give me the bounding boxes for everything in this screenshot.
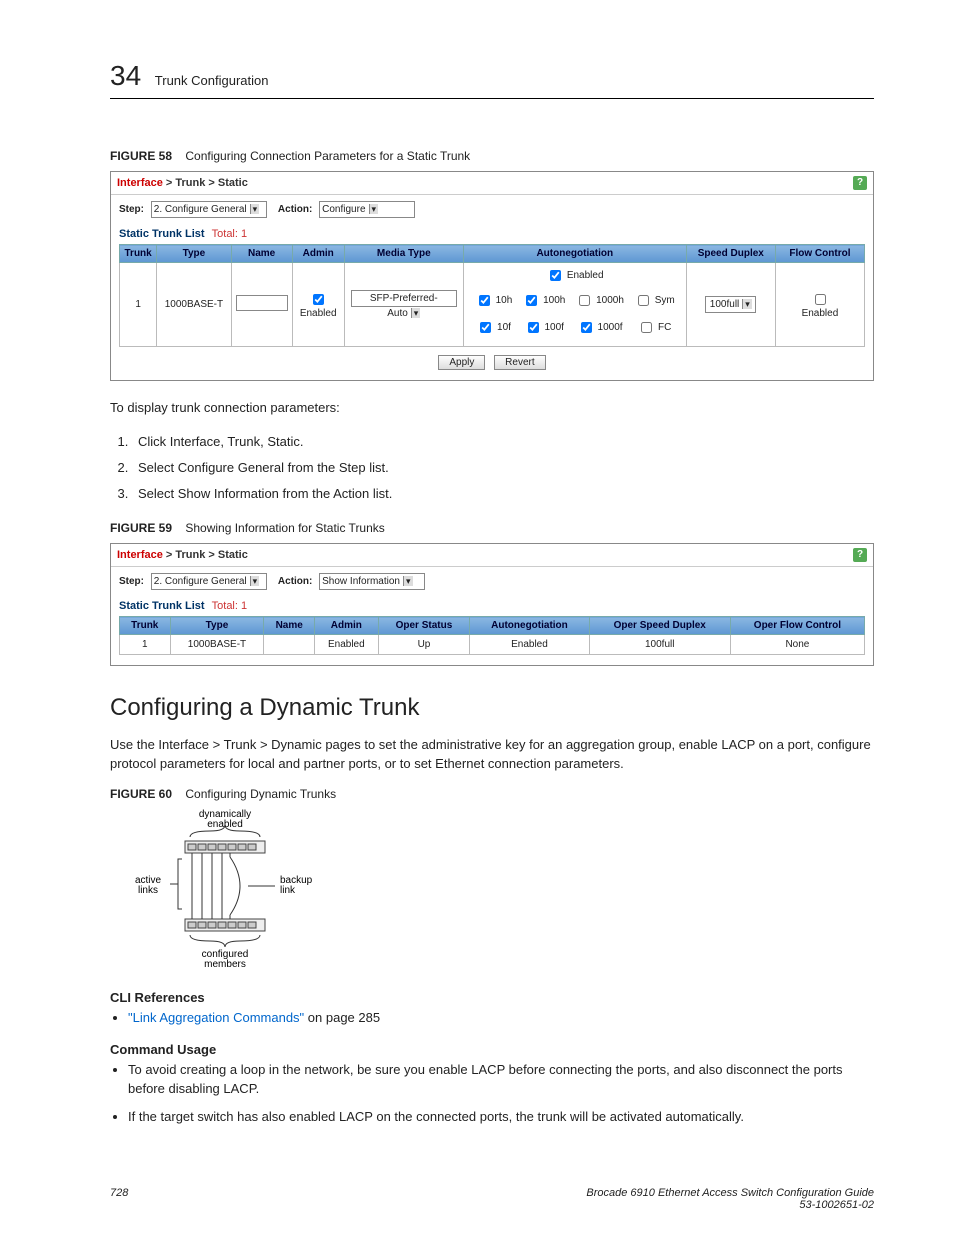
cell-trunk: 1 — [120, 263, 157, 347]
figure60-diagram: dynamically enabled active links backup … — [130, 809, 874, 972]
section-heading: Configuring a Dynamic Trunk — [110, 694, 874, 722]
cell-flow: Enabled — [775, 263, 864, 347]
panel-header: Interface > Trunk > Static ? — [111, 172, 873, 195]
step-select[interactable]: 2. Configure General — [151, 573, 267, 590]
flow-control-checkbox[interactable] — [815, 294, 826, 305]
figure59-title: Showing Information for Static Trunks — [185, 521, 384, 535]
breadcrumb: Interface > Trunk > Static — [117, 549, 248, 561]
cap-10f-checkbox[interactable] — [480, 322, 491, 333]
col-speed: Speed Duplex — [686, 245, 775, 263]
figure58-title: Configuring Connection Parameters for a … — [185, 149, 470, 163]
cell-media: SFP-Preferred-Auto — [344, 263, 463, 347]
trunk-config-table: Trunk Type Name Admin Media Type Autoneg… — [119, 244, 865, 347]
cap-1000h-checkbox[interactable] — [579, 295, 590, 306]
breadcrumb-static: Static — [218, 177, 248, 189]
doc-title: Brocade 6910 Ethernet Access Switch Conf… — [586, 1187, 874, 1199]
command-usage-list: To avoid creating a loop in the network,… — [110, 1061, 874, 1128]
cell-admin: Enabled — [292, 263, 344, 347]
cli-references-heading: CLI References — [110, 990, 874, 1005]
help-icon[interactable]: ? — [853, 176, 867, 190]
svg-text:link: link — [280, 885, 296, 896]
link-aggregation-link[interactable]: "Link Aggregation Commands" — [128, 1010, 304, 1025]
breadcrumb-trunk: Trunk — [175, 177, 205, 189]
col-trunk: Trunk — [120, 245, 157, 263]
section-paragraph: Use the Interface > Trunk > Dynamic page… — [110, 736, 874, 772]
table-header-row: Trunk Type Name Admin Oper Status Autone… — [120, 617, 865, 635]
usage-bullet-1: To avoid creating a loop in the network,… — [128, 1061, 874, 1099]
steps-list: Click Interface, Trunk, Static. Select C… — [110, 431, 874, 505]
cli-reference-item: "Link Aggregation Commands" on page 285 — [128, 1009, 874, 1028]
breadcrumb: Interface > Trunk > Static — [117, 177, 248, 189]
admin-checkbox[interactable] — [313, 294, 324, 305]
cap-fc-checkbox[interactable] — [641, 322, 652, 333]
table-row: 1 1000BASE-T Enabled Up Enabled 100full … — [120, 635, 865, 655]
help-icon[interactable]: ? — [853, 548, 867, 562]
autoneg-caps: 10h 100h 1000h Sym 10f 100f 1000f FC — [469, 286, 681, 342]
figure59-caption: FIGURE 59 Showing Information for Static… — [110, 521, 874, 535]
dynamic-trunk-svg: dynamically enabled active links backup … — [130, 809, 330, 969]
page-footer: 728 Brocade 6910 Ethernet Access Switch … — [110, 1187, 874, 1211]
cap-100f-checkbox[interactable] — [528, 322, 539, 333]
apply-button[interactable]: Apply — [438, 355, 485, 370]
cell-name — [231, 263, 292, 347]
button-row: Apply Revert — [119, 347, 865, 370]
svg-text:links: links — [138, 885, 158, 896]
cap-100h-checkbox[interactable] — [526, 295, 537, 306]
cap-10h-checkbox[interactable] — [479, 295, 490, 306]
figure60-caption: FIGURE 60 Configuring Dynamic Trunks — [110, 787, 874, 801]
step-row: Step: 2. Configure General Action: Confi… — [119, 201, 865, 218]
figure58-screenshot: Interface > Trunk > Static ? Step: 2. Co… — [110, 171, 874, 381]
doc-id: 53-1002651-02 — [799, 1199, 874, 1211]
step-label: Step: — [119, 204, 144, 215]
col-type: Type — [157, 245, 231, 263]
svg-text:members: members — [204, 959, 246, 969]
chapter-number: 34 — [110, 60, 141, 92]
figure60-title: Configuring Dynamic Trunks — [185, 787, 336, 801]
trunk-info-table: Trunk Type Name Admin Oper Status Autone… — [119, 616, 865, 655]
page-header: 34 Trunk Configuration — [110, 60, 874, 99]
command-usage-heading: Command Usage — [110, 1042, 874, 1057]
svg-text:enabled: enabled — [207, 819, 243, 830]
action-label: Action: — [278, 204, 312, 215]
col-name: Name — [231, 245, 292, 263]
figure59-label: FIGURE 59 — [110, 521, 172, 535]
action-select[interactable]: Show Information — [319, 573, 425, 590]
col-flow: Flow Control — [775, 245, 864, 263]
cap-sym-checkbox[interactable] — [638, 295, 649, 306]
col-admin: Admin — [292, 245, 344, 263]
step-select[interactable]: 2. Configure General — [151, 201, 267, 218]
intro-paragraph: To display trunk connection parameters: — [110, 399, 874, 417]
step-1: Click Interface, Trunk, Static. — [132, 431, 874, 453]
action-select[interactable]: Configure — [319, 201, 415, 218]
figure58-caption: FIGURE 58 Configuring Connection Paramet… — [110, 149, 874, 163]
list-title: Static Trunk List Total: 1 — [119, 600, 865, 612]
revert-button[interactable]: Revert — [494, 355, 545, 370]
step-2: Select Configure General from the Step l… — [132, 457, 874, 479]
table-row: 1 1000BASE-T Enabled SFP-Preferred-Auto … — [120, 263, 865, 347]
col-media: Media Type — [344, 245, 463, 263]
cap-1000f-checkbox[interactable] — [581, 322, 592, 333]
speed-duplex-select[interactable]: 100full — [705, 296, 756, 313]
name-input[interactable] — [236, 295, 288, 311]
step-row: Step: 2. Configure General Action: Show … — [119, 573, 865, 590]
list-title: Static Trunk List Total: 1 — [119, 228, 865, 240]
media-type-select[interactable]: SFP-Preferred-Auto — [351, 290, 457, 307]
cell-autoneg: Enabled 10h 100h 1000h Sym 10f 100f — [463, 263, 686, 347]
breadcrumb-interface: Interface — [117, 177, 163, 189]
usage-bullet-2: If the target switch has also enabled LA… — [128, 1108, 874, 1127]
autoneg-enabled-checkbox[interactable] — [550, 270, 561, 281]
page-number: 728 — [110, 1187, 128, 1211]
panel-header: Interface > Trunk > Static ? — [111, 544, 873, 567]
chapter-title: Trunk Configuration — [155, 73, 269, 88]
step-3: Select Show Information from the Action … — [132, 483, 874, 505]
figure60-label: FIGURE 60 — [110, 787, 172, 801]
table-header-row: Trunk Type Name Admin Media Type Autoneg… — [120, 245, 865, 263]
cell-speed: 100full — [686, 263, 775, 347]
figure58-label: FIGURE 58 — [110, 149, 172, 163]
cell-type: 1000BASE-T — [157, 263, 231, 347]
col-autoneg: Autonegotiation — [463, 245, 686, 263]
figure59-screenshot: Interface > Trunk > Static ? Step: 2. Co… — [110, 543, 874, 666]
cli-references-list: "Link Aggregation Commands" on page 285 — [110, 1009, 874, 1028]
